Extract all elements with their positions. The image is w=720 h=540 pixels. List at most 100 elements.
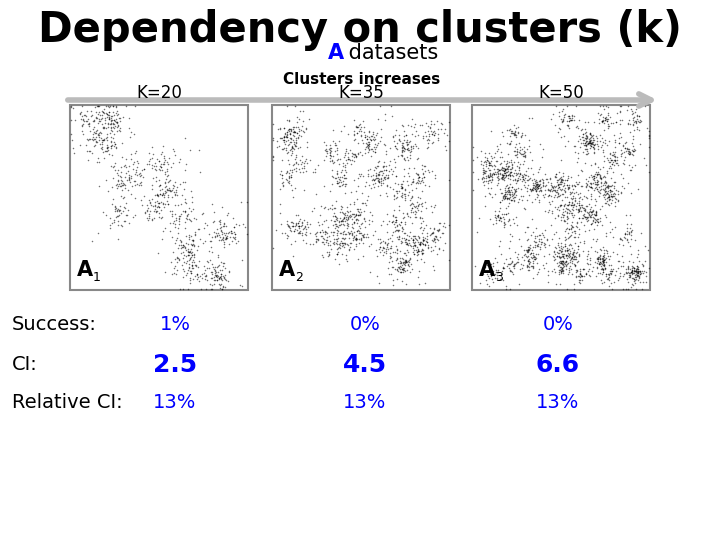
Point (279, 124, 290, 133)
Point (396, 227, 408, 235)
Point (402, 261, 414, 269)
Point (189, 231, 201, 239)
Point (494, 215, 505, 224)
Point (83, 114, 94, 123)
Point (589, 218, 600, 226)
Point (592, 218, 603, 227)
Point (626, 274, 638, 283)
Point (207, 274, 218, 282)
Point (589, 170, 600, 179)
Point (492, 211, 504, 219)
Point (381, 170, 392, 179)
Point (150, 173, 162, 182)
Point (559, 110, 570, 119)
Point (592, 254, 603, 263)
Point (544, 186, 556, 194)
Point (106, 119, 117, 128)
Point (179, 195, 191, 204)
Point (554, 201, 566, 210)
Point (553, 245, 564, 254)
Point (612, 264, 624, 273)
Point (112, 177, 123, 186)
Point (603, 164, 615, 173)
Point (332, 173, 343, 181)
Point (130, 147, 141, 156)
Point (642, 124, 653, 132)
Point (576, 126, 588, 134)
Point (357, 117, 369, 125)
Point (107, 107, 119, 116)
Point (363, 126, 374, 135)
Point (603, 109, 614, 117)
Point (543, 186, 554, 194)
Point (400, 280, 412, 288)
Point (107, 102, 119, 110)
Point (179, 207, 191, 215)
Point (585, 220, 597, 229)
Point (562, 248, 574, 257)
Point (148, 161, 160, 170)
Point (497, 171, 508, 180)
Point (351, 236, 362, 245)
Point (588, 213, 599, 221)
Point (569, 141, 580, 150)
Point (390, 226, 401, 235)
Point (533, 234, 544, 243)
Point (582, 259, 593, 268)
Point (549, 255, 560, 264)
Point (523, 136, 535, 144)
Point (605, 181, 616, 190)
Point (422, 143, 433, 152)
Point (623, 267, 634, 276)
Point (598, 157, 610, 166)
Point (530, 185, 541, 194)
Point (301, 137, 312, 146)
Point (582, 186, 594, 194)
Point (522, 265, 534, 274)
Point (302, 218, 313, 226)
Point (331, 215, 343, 224)
Point (340, 210, 351, 219)
Point (354, 172, 366, 180)
Point (397, 142, 409, 151)
Point (386, 218, 397, 226)
Point (404, 201, 415, 210)
Point (91, 113, 103, 122)
Point (523, 255, 535, 264)
Point (166, 192, 177, 201)
Point (159, 178, 171, 186)
Point (283, 139, 294, 148)
Point (614, 129, 626, 137)
Point (586, 208, 598, 217)
Point (488, 170, 500, 179)
Point (292, 211, 304, 220)
Point (499, 194, 510, 202)
Point (342, 208, 354, 217)
Point (626, 139, 637, 147)
Point (559, 259, 570, 268)
Point (398, 164, 410, 173)
Point (596, 254, 608, 263)
Point (600, 213, 611, 221)
Point (409, 139, 420, 148)
Point (479, 167, 490, 176)
Point (588, 137, 599, 146)
Point (96, 136, 107, 145)
Point (335, 205, 346, 213)
Point (599, 136, 611, 144)
Point (157, 200, 168, 209)
Point (167, 145, 179, 154)
Point (601, 247, 613, 255)
Point (502, 181, 513, 190)
Point (504, 187, 516, 196)
Point (221, 233, 233, 242)
Point (510, 179, 522, 187)
Point (510, 187, 521, 196)
Point (601, 168, 613, 177)
Point (580, 133, 592, 142)
Point (161, 185, 173, 194)
Point (487, 193, 498, 201)
Point (286, 142, 297, 151)
Point (494, 168, 505, 177)
Point (542, 207, 554, 216)
